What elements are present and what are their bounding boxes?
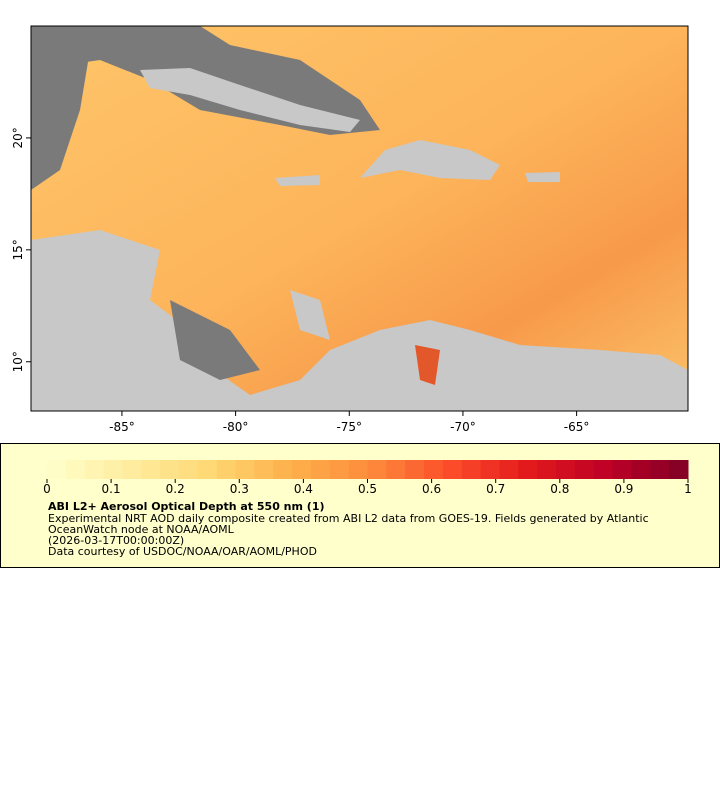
colorbar-cell <box>669 460 689 479</box>
colorbar-cell <box>556 460 576 479</box>
colorbar-tick-label: 0.2 <box>166 482 185 496</box>
x-tick-label: -80° <box>223 420 249 434</box>
colorbar-cell <box>574 460 595 479</box>
colorbar-tick-label: 0.5 <box>358 482 377 496</box>
colorbar-cell <box>122 460 142 479</box>
colorbar-cell <box>386 460 406 479</box>
no-data <box>31 26 90 190</box>
colorbar-cell <box>424 460 444 479</box>
caption-line: (2026-03-17T00:00:00Z) <box>48 534 184 547</box>
caption-line: Experimental NRT AOD daily composite cre… <box>48 512 649 525</box>
colorbar-tick-label: 0.8 <box>550 482 569 496</box>
y-tick-label: 15° <box>11 239 25 260</box>
colorbar-cell <box>160 460 180 479</box>
colorbar-cell <box>593 460 614 479</box>
colorbar-cell <box>141 460 161 479</box>
colorbar-tick-label: 1 <box>684 482 692 496</box>
colorbar-cell <box>442 460 463 479</box>
colorbar-cell <box>650 460 670 479</box>
land-hispaniola <box>360 140 500 180</box>
colorbar-cell <box>499 460 519 479</box>
axes: -85° -80° -75° -70° -65° 10° 15° 20° <box>11 127 589 434</box>
colorbar-cell <box>292 460 312 479</box>
x-tick-label: -65° <box>564 420 590 434</box>
colorbar-tick-label: 0 <box>43 482 51 496</box>
colorbar-cell <box>178 460 199 479</box>
colorbar-cell <box>65 460 86 479</box>
hot-spot <box>415 345 440 385</box>
colorbar-tick-label: 0.1 <box>102 482 121 496</box>
no-data <box>170 300 260 380</box>
colorbar-cell <box>405 460 425 479</box>
colorbar-cell <box>254 460 274 479</box>
colorbar-cell <box>518 460 538 479</box>
colorbar-cell <box>197 460 218 479</box>
colorbar-tick-label: 0.4 <box>294 482 313 496</box>
colorbar-cell <box>461 460 482 479</box>
colorbar-cell <box>631 460 651 479</box>
y-tick-label: 10° <box>11 351 25 372</box>
colorbar-cell <box>235 460 255 479</box>
x-tick-label: -75° <box>336 420 362 434</box>
colorbar-tick-label: 0.7 <box>486 482 505 496</box>
colorbar-cell <box>480 460 500 479</box>
colorbar-cell <box>47 460 67 479</box>
colorbar-tick-label: 0.6 <box>422 482 441 496</box>
map-image <box>31 26 688 411</box>
colorbar-tick-label: 0.3 <box>230 482 249 496</box>
colorbar-cell <box>367 460 387 479</box>
colorbar-cell <box>329 460 350 479</box>
x-tick-label: -70° <box>450 420 476 434</box>
caption-line: OceanWatch node at NOAA/AOML <box>48 523 235 536</box>
land-cuba <box>140 68 360 132</box>
colorbar: 0 0.1 0.2 0.3 0.4 0.5 0.6 0.7 0.8 0.9 1 <box>43 460 692 496</box>
y-tick-label: 20° <box>11 127 25 148</box>
land-jamaica <box>275 175 320 186</box>
colorbar-cell <box>537 460 557 479</box>
colorbar-cell <box>273 460 293 479</box>
caption-title: ABI L2+ Aerosol Optical Depth at 550 nm … <box>48 500 325 513</box>
colorbar-cell <box>612 460 632 479</box>
caption-line: Data courtesy of USDOC/NOAA/OAR/AOML/PHO… <box>48 545 317 558</box>
map-frame <box>30 25 689 412</box>
land-lake <box>290 290 330 340</box>
colorbar-cell <box>310 460 331 479</box>
colorbar-cell <box>84 460 105 479</box>
colorbar-tick-label: 0.9 <box>614 482 633 496</box>
colorbar-cell <box>103 460 123 479</box>
colorbar-cell <box>348 460 368 479</box>
colorbar-cell <box>216 460 237 479</box>
x-tick-label: -85° <box>109 420 135 434</box>
land-pr <box>525 172 560 182</box>
